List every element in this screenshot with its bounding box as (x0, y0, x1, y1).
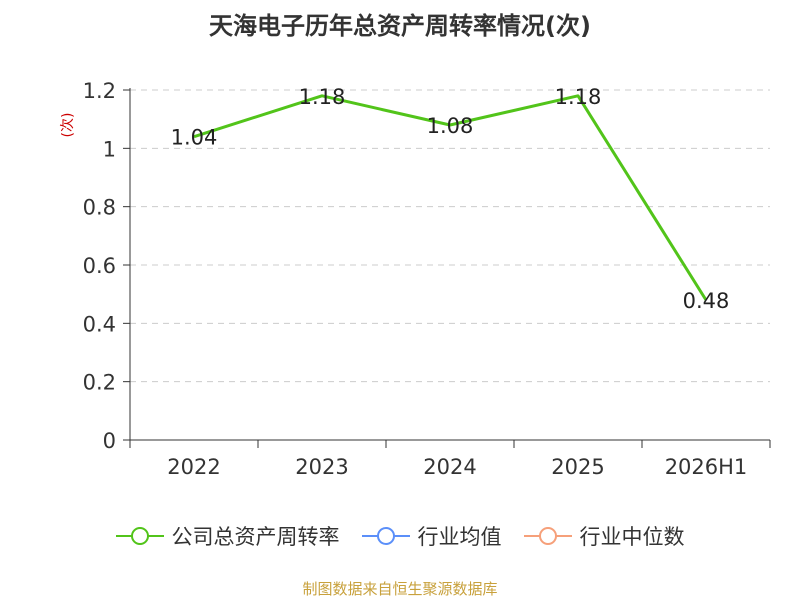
legend-line-circle-icon (361, 527, 410, 545)
legend-label-company: 公司总资产周转率 (171, 525, 340, 549)
series-line (193, 94, 708, 301)
series-layer (193, 94, 708, 301)
x-tick-label: 2024 (423, 455, 476, 479)
y-tick-label: 1.2 (83, 79, 116, 103)
data-label: 1.04 (171, 126, 218, 150)
data-label: 1.18 (299, 85, 346, 109)
legend-line-circle-icon (523, 527, 572, 545)
y-axis-label: (次) (60, 113, 76, 138)
y-tick-label: 0.4 (83, 312, 116, 336)
legend-label-industry-avg: 行业均值 (417, 525, 502, 549)
y-tick-label: 0.8 (83, 196, 116, 220)
chart-title: 天海电子历年总资产周转率情况(次) (209, 12, 591, 40)
x-tick-label: 2026H1 (665, 455, 748, 479)
legend-label-industry-median: 行业中位数 (579, 525, 685, 549)
legend-item-industry-median[interactable]: 行业中位数 (523, 521, 685, 551)
x-tick-label: 2025 (551, 455, 604, 479)
legend-item-industry-avg[interactable]: 行业均值 (361, 521, 502, 551)
legend-line-circle-icon (115, 527, 164, 545)
x-tick-label: 2022 (167, 455, 220, 479)
grid-layer (130, 89, 770, 383)
label-layer: 1.04 1.18 1.08 1.18 0.48 (171, 85, 730, 313)
legend-item-company[interactable]: 公司总资产周转率 (115, 521, 340, 551)
y-tick-label: 0 (103, 429, 116, 453)
data-label: 0.48 (683, 289, 730, 313)
data-label: 1.18 (555, 85, 602, 109)
axis-layer: 0 0.2 0.4 0.6 0.8 1 1.2 2022 2023 2024 2025 2026H1 (83, 79, 771, 479)
y-tick-label: 0.6 (83, 254, 116, 278)
y-tick-label: 1 (103, 137, 116, 161)
source-note: 制图数据来自恒生聚源数据库 (302, 580, 498, 598)
x-tick-label: 2023 (295, 455, 348, 479)
legend: 公司总资产周转率 行业均值 行业中位数 (0, 520, 800, 552)
data-label: 1.08 (427, 114, 474, 138)
y-tick-label: 0.2 (83, 371, 116, 395)
